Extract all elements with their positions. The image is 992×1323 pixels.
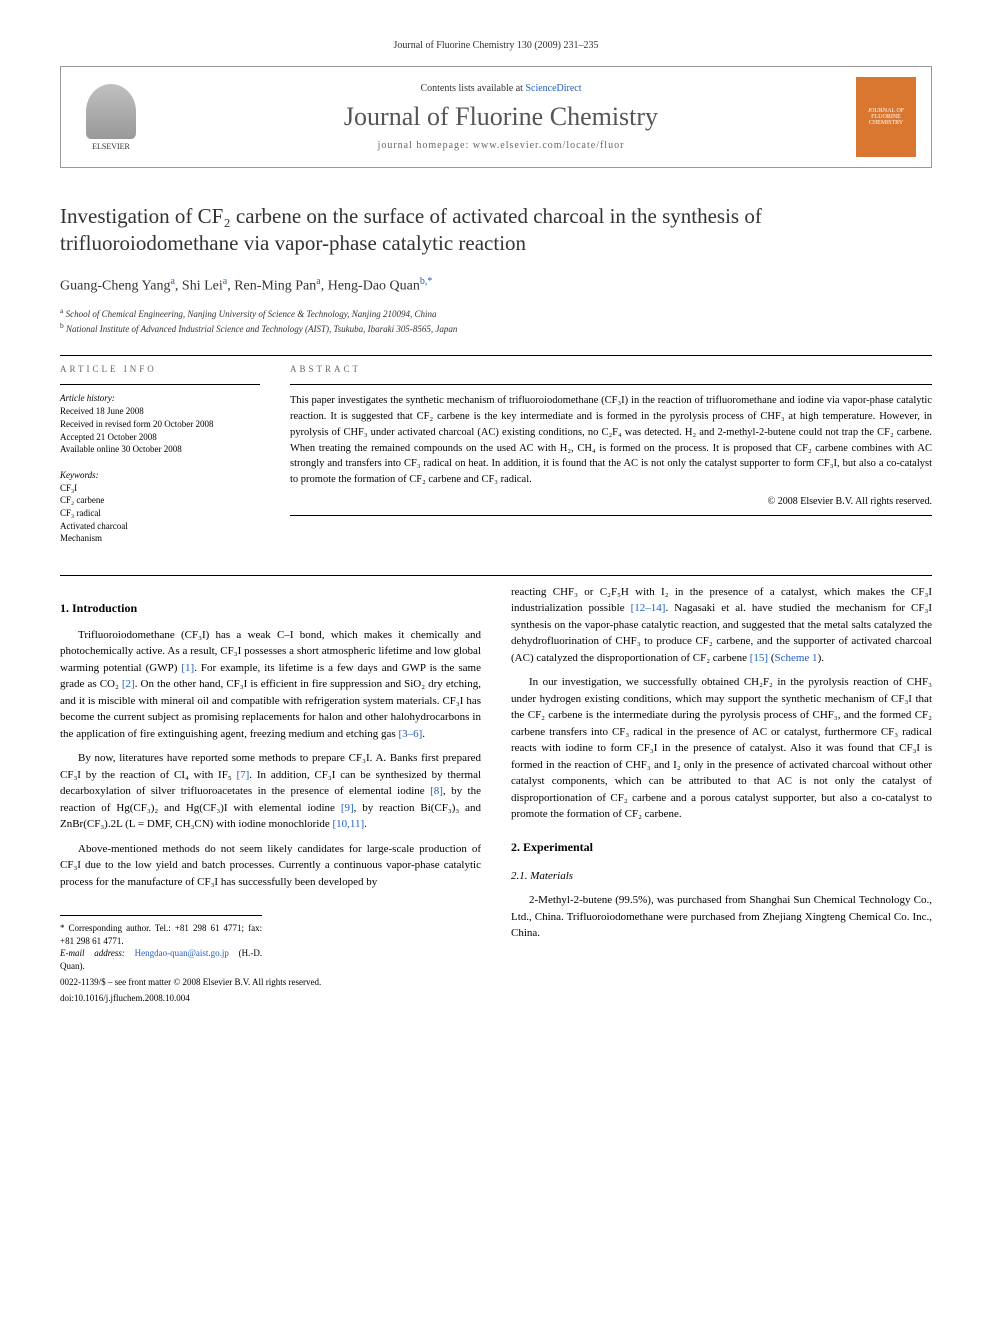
scheme-link[interactable]: Scheme 1 — [774, 652, 817, 664]
copyright-line: 0022-1139/$ – see front matter © 2008 El… — [60, 976, 481, 990]
keyword: CF₃ radical — [60, 507, 260, 520]
journal-banner: ELSEVIER Contents lists available at Sci… — [60, 66, 932, 168]
publisher-logo: ELSEVIER — [76, 77, 146, 157]
email-label: E-mail address: — [60, 948, 125, 958]
email-line: E-mail address: Hengdao-quan@aist.go.jp … — [60, 947, 262, 972]
divider — [60, 384, 260, 385]
banner-center: Contents lists available at ScienceDirec… — [161, 83, 841, 151]
sciencedirect-link[interactable]: ScienceDirect — [525, 83, 581, 94]
affiliations: a School of Chemical Engineering, Nanjin… — [60, 306, 932, 335]
paragraph: In our investigation, we successfully ob… — [511, 674, 932, 823]
section-heading-intro: 1. Introduction — [60, 599, 481, 617]
paragraph: 2-Methyl-2-butene (99.5%), was purchased… — [511, 892, 932, 942]
journal-homepage: journal homepage: www.elsevier.com/locat… — [161, 140, 841, 151]
article-info-heading: ARTICLE INFO — [60, 364, 260, 374]
keyword: CF₂ carbene — [60, 494, 260, 507]
divider — [290, 384, 932, 385]
history-line: Available online 30 October 2008 — [60, 443, 260, 456]
history-heading: Article history: — [60, 393, 260, 403]
subsection-heading-materials: 2.1. Materials — [511, 868, 932, 885]
elsevier-tree-icon — [86, 84, 136, 139]
journal-cover-thumbnail: JOURNAL OF FLUORINE CHEMISTRY — [856, 77, 916, 157]
history-line: Received 18 June 2008 — [60, 405, 260, 418]
citation-link[interactable]: [2] — [122, 678, 135, 690]
history-line: Received in revised form 20 October 2008 — [60, 418, 260, 431]
abstract: ABSTRACT This paper investigates the syn… — [290, 364, 932, 544]
paragraph: Above-mentioned methods do not seem like… — [60, 841, 481, 891]
paragraph: Trifluoroiodomethane (CF₃I) has a weak C… — [60, 627, 481, 743]
article-title: Investigation of CF₂ carbene on the surf… — [60, 203, 932, 258]
homepage-prefix: journal homepage: — [378, 140, 473, 151]
citation-link[interactable]: [3–6] — [398, 728, 422, 740]
paragraph: By now, literatures have reported some m… — [60, 750, 481, 833]
abstract-heading: ABSTRACT — [290, 364, 932, 374]
publisher-name: ELSEVIER — [92, 142, 130, 151]
info-abstract-row: ARTICLE INFO Article history: Received 1… — [60, 364, 932, 544]
divider — [60, 355, 932, 356]
running-head: Journal of Fluorine Chemistry 130 (2009)… — [60, 40, 932, 51]
affiliation: b National Institute of Advanced Industr… — [60, 321, 932, 336]
abstract-copyright: © 2008 Elsevier B.V. All rights reserved… — [290, 496, 932, 507]
corresponding-author: * Corresponding author. Tel.: +81 298 61… — [60, 922, 262, 947]
email-link[interactable]: Hengdao-quan@aist.go.jp — [135, 948, 229, 958]
homepage-url[interactable]: www.elsevier.com/locate/fluor — [473, 140, 625, 151]
keyword: Mechanism — [60, 532, 260, 545]
body-columns: 1. Introduction Trifluoroiodomethane (CF… — [60, 584, 932, 1006]
contents-available: Contents lists available at ScienceDirec… — [161, 83, 841, 94]
article-info: ARTICLE INFO Article history: Received 1… — [60, 364, 260, 544]
history-line: Accepted 21 October 2008 — [60, 431, 260, 444]
citation-link[interactable]: [15] — [750, 652, 768, 664]
abstract-text: This paper investigates the synthetic me… — [290, 393, 932, 488]
divider — [290, 515, 932, 516]
citation-link[interactable]: [12–14] — [631, 602, 666, 614]
journal-name: Journal of Fluorine Chemistry — [161, 102, 841, 132]
keywords-heading: Keywords: — [60, 470, 260, 480]
doi: doi:10.1016/j.jfluchem.2008.10.004 — [60, 992, 481, 1006]
citation-link[interactable]: [8] — [430, 785, 443, 797]
corresponding-footer: * Corresponding author. Tel.: +81 298 61… — [60, 915, 262, 972]
affiliation: a School of Chemical Engineering, Nanjin… — [60, 306, 932, 321]
citation-link[interactable]: [10,11] — [333, 818, 365, 830]
keyword: CF₃I — [60, 482, 260, 495]
contents-prefix: Contents lists available at — [420, 83, 525, 94]
right-column: reacting CHF₃ or C₂F₅H with I₂ in the pr… — [511, 584, 932, 1006]
divider — [60, 575, 932, 576]
keyword: Activated charcoal — [60, 520, 260, 533]
left-column: 1. Introduction Trifluoroiodomethane (CF… — [60, 584, 481, 1006]
section-heading-experimental: 2. Experimental — [511, 838, 932, 856]
citation-link[interactable]: [1] — [181, 662, 194, 674]
author-list: Guang-Cheng Yanga, Shi Leia, Ren-Ming Pa… — [60, 276, 932, 295]
citation-link[interactable]: [7] — [236, 769, 249, 781]
paragraph: reacting CHF₃ or C₂F₅H with I₂ in the pr… — [511, 584, 932, 667]
citation-link[interactable]: [9] — [341, 802, 354, 814]
